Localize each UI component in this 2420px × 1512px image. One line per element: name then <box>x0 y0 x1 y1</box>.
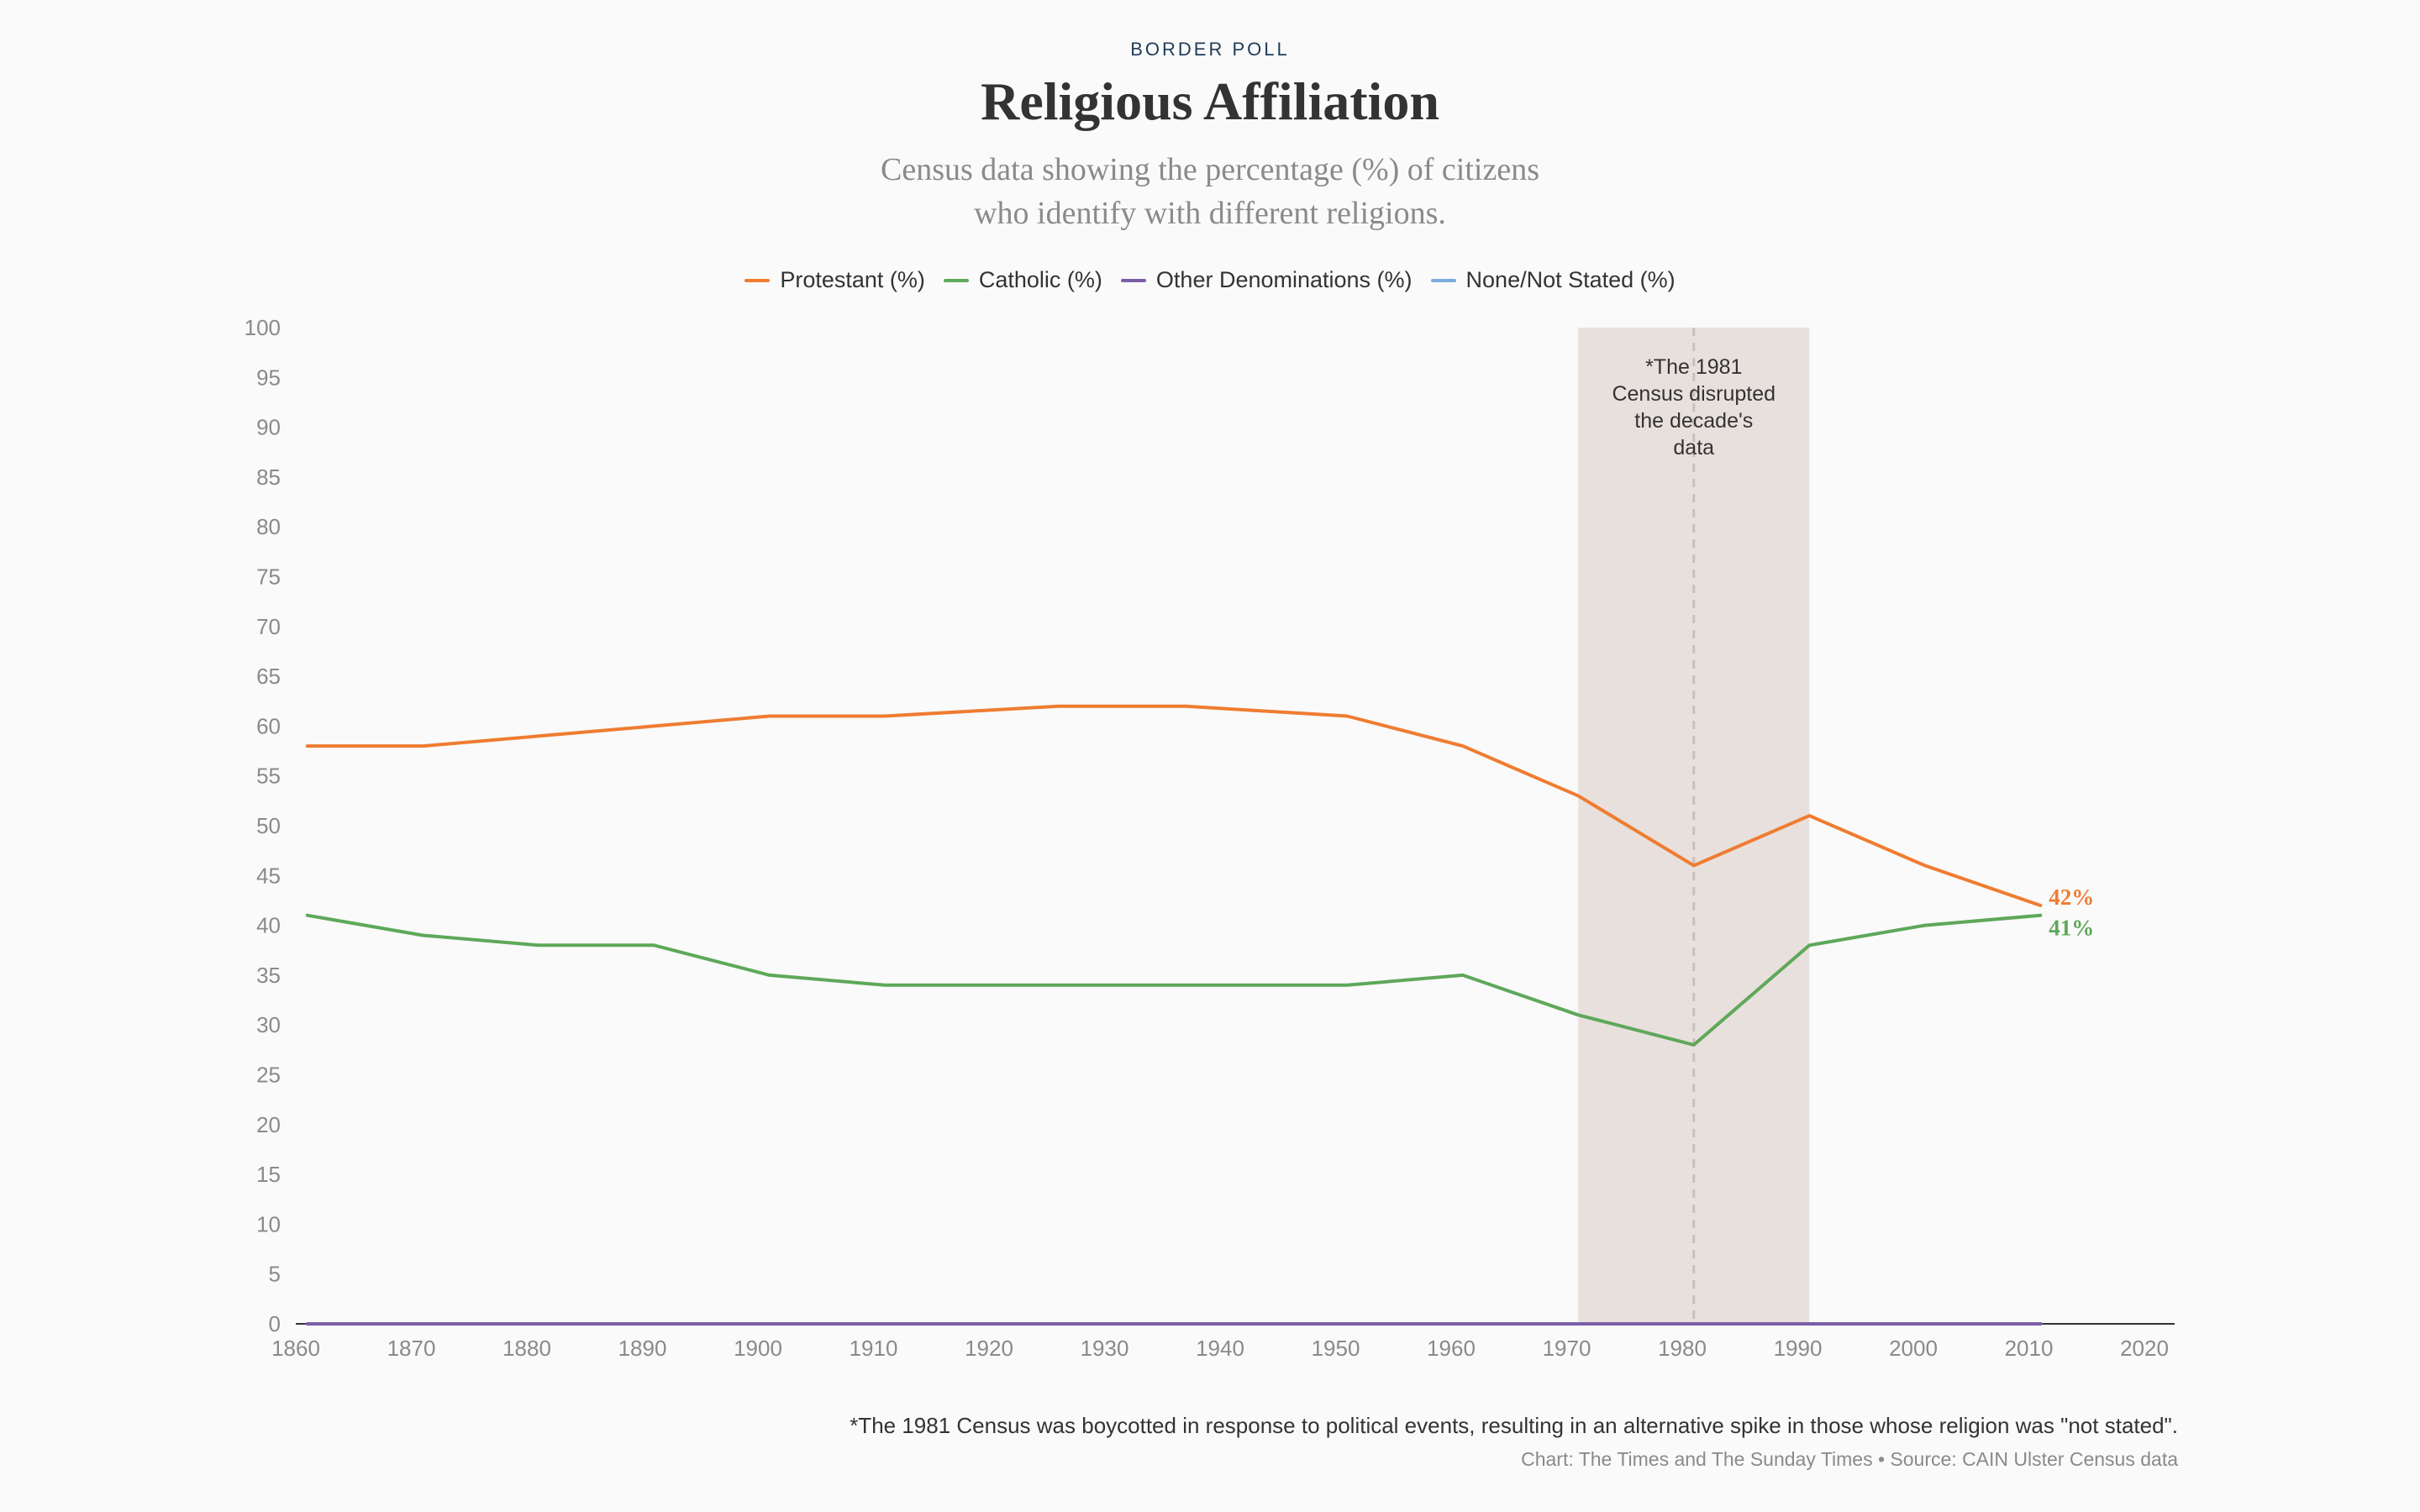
y-tick-label: 95 <box>256 365 281 390</box>
x-tick-label: 1930 <box>1081 1336 1129 1361</box>
end-label-protestant: 42% <box>2049 885 2094 910</box>
highlight-note-line: the decade's <box>1634 409 1753 433</box>
x-tick-label: 1900 <box>734 1336 782 1361</box>
highlight-note-line: Census disrupted <box>1612 382 1776 406</box>
y-tick-label: 5 <box>269 1262 281 1287</box>
legend-label-catholic: Catholic (%) <box>978 267 1102 292</box>
y-tick-label: 20 <box>256 1112 281 1137</box>
x-tick-label: 1960 <box>1427 1336 1476 1361</box>
y-tick-label: 35 <box>256 963 281 988</box>
y-tick-label: 50 <box>256 813 281 838</box>
y-tick-label: 0 <box>269 1311 281 1336</box>
subtitle-line-1: Census data showing the percentage (%) o… <box>880 152 1539 187</box>
x-tick-label: 1970 <box>1543 1336 1591 1361</box>
x-tick-label: 1890 <box>618 1336 667 1361</box>
legend-item-other[interactable]: Other Denominations (%) <box>1120 267 1413 293</box>
y-tick-label: 65 <box>256 664 281 689</box>
end-label-layer: 42%41% <box>2049 885 2094 941</box>
highlight-band-layer: *The 1981 Census disrupted the decade's dat… <box>1578 328 1810 1324</box>
footnote: *The 1981 Census was boycotted in respon… <box>850 1413 2178 1438</box>
y-tick-label: 60 <box>256 713 281 738</box>
legend: Protestant (%) Catholic (%) Other Denomi… <box>0 267 2420 293</box>
x-tick-label: 1860 <box>271 1336 320 1361</box>
legend-item-none[interactable]: None/Not Stated (%) <box>1430 267 1676 293</box>
y-tick-label: 90 <box>256 415 281 440</box>
x-tick-label: 1880 <box>502 1336 551 1361</box>
end-label-catholic: 41% <box>2049 916 2094 941</box>
y-tick-label: 45 <box>256 863 281 888</box>
legend-label-other: Other Denominations (%) <box>1155 267 1413 292</box>
legend-swatch-catholic <box>943 278 969 282</box>
subtitle-line-2: who identify with different religions. <box>974 196 1446 231</box>
series-line-catholic <box>305 913 2043 1047</box>
legend-item-protestant[interactable]: Protestant (%) <box>744 267 925 293</box>
x-tick-label: 2020 <box>2120 1336 2169 1361</box>
y-tick-label: 55 <box>256 764 281 789</box>
y-tick-label: 100 <box>245 315 281 340</box>
x-tick-label: 1980 <box>1658 1336 1707 1361</box>
y-tick-label: 85 <box>256 465 281 490</box>
highlight-note-line: data <box>1673 436 1714 459</box>
y-tick-label: 10 <box>256 1211 281 1236</box>
highlight-note-line: *The 1981 <box>1645 355 1742 379</box>
y-tick-label: 15 <box>256 1162 281 1187</box>
legend-swatch-other <box>1120 278 1146 282</box>
kicker: BORDER POLL <box>1130 39 1290 60</box>
y-tick-label: 80 <box>256 514 281 539</box>
y-tick-label: 75 <box>256 564 281 590</box>
x-tick-label: 2010 <box>2005 1336 2054 1361</box>
x-tick-label: 1870 <box>387 1336 436 1361</box>
x-tick-label: 1950 <box>1312 1336 1360 1361</box>
x-tick-label: 1990 <box>1774 1336 1823 1361</box>
y-tick-label: 40 <box>256 913 281 938</box>
x-tick-label: 1940 <box>1196 1336 1244 1361</box>
series-line-protestant <box>305 704 2043 907</box>
legend-item-catholic[interactable]: Catholic (%) <box>943 267 1102 293</box>
x-tick-label: 1920 <box>965 1336 1013 1361</box>
y-tick-label: 70 <box>256 614 281 639</box>
y-tick-label: 30 <box>256 1012 281 1037</box>
legend-label-protestant: Protestant (%) <box>780 267 925 292</box>
legend-swatch-protestant <box>744 278 771 282</box>
chart-title: Religious Affiliation <box>981 71 1439 131</box>
legend-label-none: None/Not Stated (%) <box>1465 267 1676 292</box>
highlight-band <box>1578 328 1810 1324</box>
axis-layer: 0 5 10 15 20 25 30 35 40 45 50 55 60 65 70 75 80 85 90 95 10… <box>245 315 2175 1361</box>
source-credit: Chart: The Times and The Sunday Times • … <box>1521 1448 2178 1470</box>
x-tick-label: 1910 <box>850 1336 898 1361</box>
legend-swatch-none <box>1430 278 1456 282</box>
x-tick-label: 2000 <box>1889 1336 1938 1361</box>
y-tick-label: 25 <box>256 1063 281 1088</box>
series-layer <box>305 704 2043 1326</box>
chart-subtitle: Census data showing the percentage (%) o… <box>790 148 1630 235</box>
